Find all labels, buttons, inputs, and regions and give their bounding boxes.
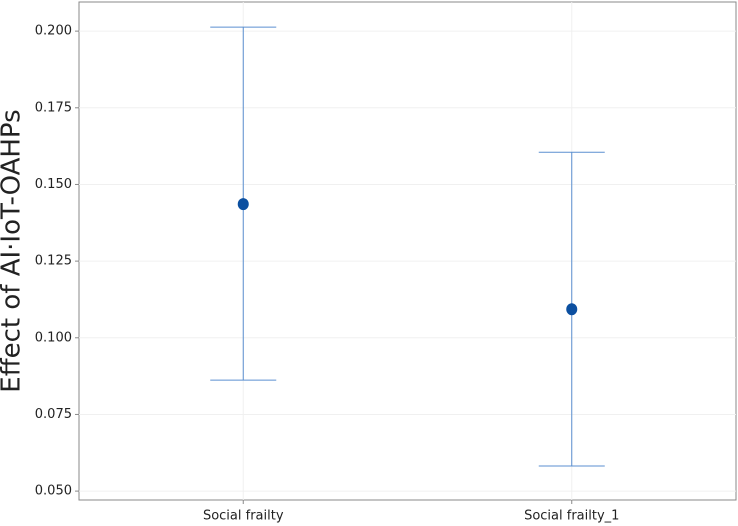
- x-tick-label: Social frailty_1: [524, 509, 619, 524]
- y-tick-label: 0.050: [35, 484, 72, 499]
- y-tick-label: 0.175: [35, 100, 72, 115]
- point: [237, 198, 249, 211]
- y-axis-label: Effect of AI·IoT-OAHPs: [0, 109, 27, 392]
- x-tick-label: Social frailty: [203, 509, 284, 524]
- y-tick-label: 0.125: [35, 254, 72, 269]
- y-tick-label: 0.100: [35, 330, 72, 345]
- y-tick-label: 0.075: [35, 407, 72, 422]
- plot-frame: [78, 1, 737, 501]
- point: [566, 303, 578, 316]
- y-tick-label: 0.150: [35, 177, 72, 192]
- y-tick-label: 0.200: [35, 24, 72, 39]
